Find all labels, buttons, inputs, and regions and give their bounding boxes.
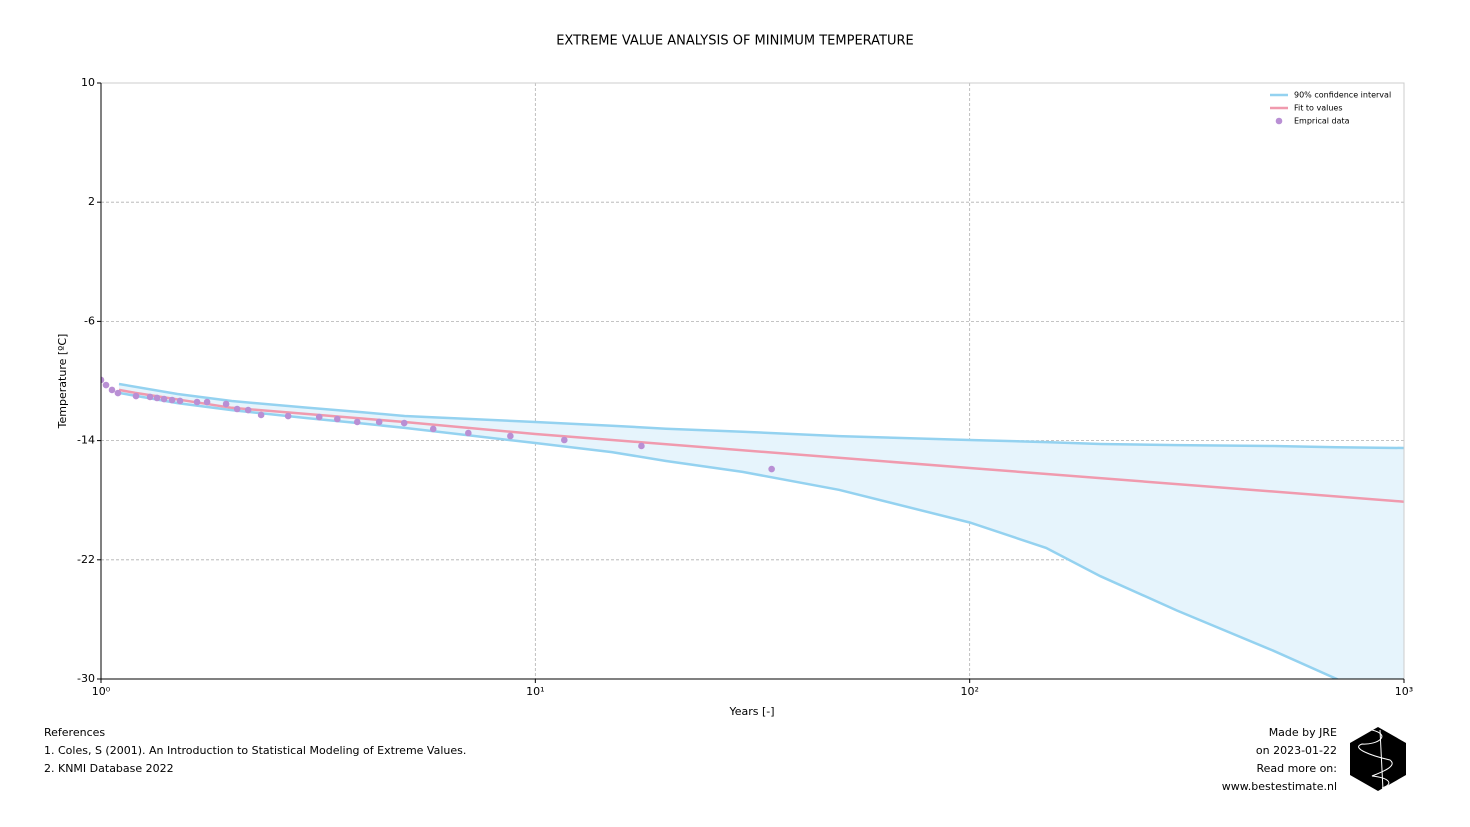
x-axis-label: Years [-] [728,705,774,718]
data-point [507,432,514,440]
credit-link[interactable]: www.bestestimate.nl [1222,780,1337,793]
y-tick-label: 2 [88,195,95,208]
data-point [375,418,383,426]
data-point [284,412,292,420]
references-heading: References [44,726,105,739]
legend-marker [1275,117,1283,125]
data-point [561,436,568,444]
data-point [244,406,252,414]
y-axis-label: Temperature [ºC] [56,334,69,430]
data-point [146,393,154,401]
credit: on 2023-01-22 [1256,744,1337,757]
y-tick-label: -6 [84,314,95,327]
legend-label: 90% confidence interval [1294,91,1391,100]
data-point [257,411,265,419]
data-point [768,465,775,473]
data-point [465,429,472,437]
data-point [101,376,105,384]
x-tick-label: 10³ [1395,685,1413,698]
y-tick-label: -22 [77,553,95,566]
plot-area [101,376,1404,679]
reference: 1. Coles, S (2001). An Introduction to S… [44,744,466,757]
data-point [193,398,201,406]
credit: Read more on: [1256,762,1337,775]
legend-label: Emprical data [1294,117,1350,126]
data-point [132,392,140,400]
data-point [222,400,230,408]
y-tick-label: 10 [81,76,95,89]
x-tick-label: 10¹ [526,685,544,698]
legend-label: Fit to values [1294,104,1343,113]
logo [1350,727,1406,791]
data-point [160,395,168,403]
reference: 2. KNMI Database 2022 [44,762,174,775]
x-tick-label: 10⁰ [92,685,111,698]
y-tick-label: -14 [77,434,95,447]
upper-bound-line [118,382,1404,450]
legend: 90% confidence interval Fit to values Empr… [1270,91,1391,126]
data-point [114,389,122,397]
x-tick-label: 10² [960,685,978,698]
data-point [353,418,361,426]
data-point [334,415,341,423]
data-point [203,398,211,406]
chart-title: EXTREME VALUE ANALYSIS OF MINIMUM TEMPER… [556,34,914,49]
data-point [400,419,408,427]
y-tick-label: -30 [77,672,95,685]
data-point [638,442,645,450]
data-point [108,386,116,394]
confidence-band [119,384,1404,679]
credit: Made by JRE [1269,726,1337,739]
data-point [429,425,437,433]
data-point [153,394,161,402]
data-point [233,405,241,413]
data-point [168,396,176,404]
data-point [102,381,110,389]
lower-bound-line [118,391,1340,679]
data-point [176,397,184,405]
data-point [315,413,323,421]
